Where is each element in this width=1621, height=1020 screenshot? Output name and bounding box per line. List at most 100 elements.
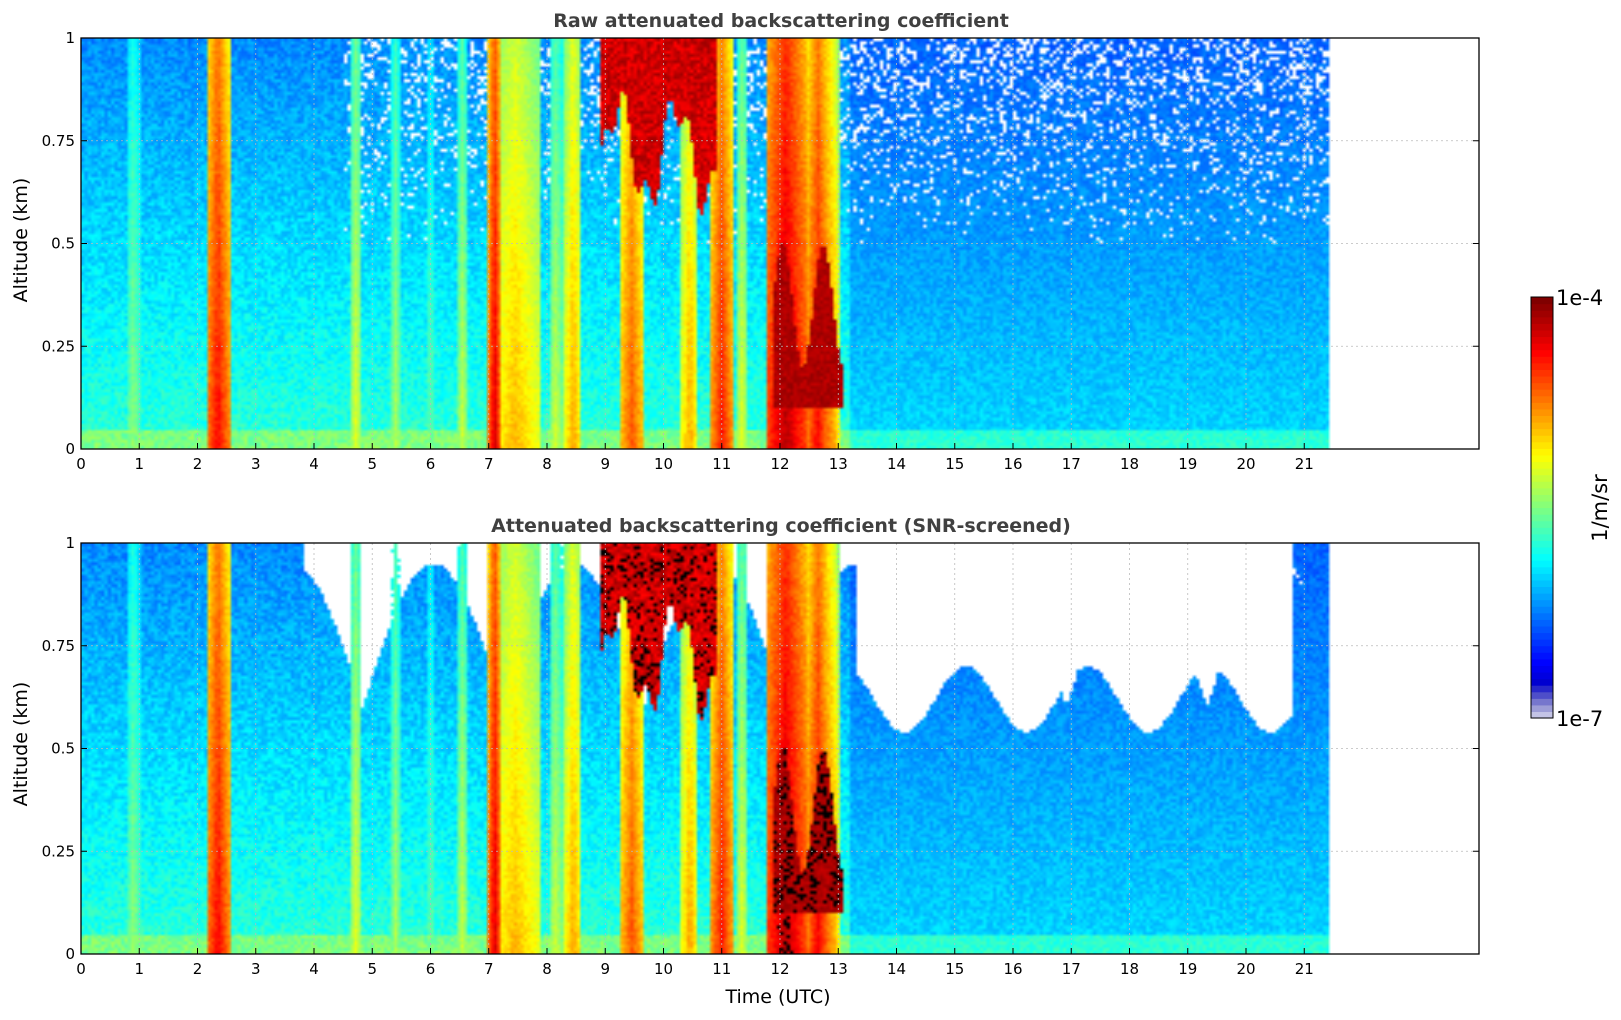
x-tick-label: 17 — [1062, 455, 1081, 473]
y-tick-label: 0.5 — [51, 235, 75, 253]
colorbar-step — [1531, 599, 1553, 607]
colorbar-step — [1531, 691, 1553, 699]
colorbar-step — [1531, 678, 1553, 686]
panel2-y-ticks: 0 0.25 0.5 0.75 1 — [42, 534, 1479, 963]
x-tick-label: 3 — [251, 455, 261, 473]
colorbar-step — [1531, 520, 1553, 528]
x-tick-label: 5 — [367, 960, 377, 978]
x-tick-label: 12 — [770, 960, 789, 978]
colorbar-step — [1531, 639, 1553, 647]
panel1-y-label: Altitude (km) — [10, 178, 32, 303]
colorbar-step — [1531, 507, 1553, 515]
x-tick-label: 20 — [1236, 960, 1255, 978]
y-tick-label: 0.25 — [42, 842, 75, 860]
x-tick-label: 0 — [76, 960, 86, 978]
y-tick-label: 1 — [65, 29, 75, 47]
x-tick-label: 9 — [600, 455, 610, 473]
colorbar-step — [1531, 625, 1553, 634]
colorbar-step — [1531, 494, 1553, 502]
colorbar-step — [1531, 645, 1553, 653]
screened-backscatter-panel: Attenuated backscattering coefficient (S… — [10, 515, 1480, 1008]
colorbar-step — [1531, 553, 1553, 561]
y-tick-label: 0.25 — [42, 337, 75, 355]
y-tick-label: 0 — [65, 440, 75, 458]
colorbar-step — [1531, 395, 1553, 403]
colorbar-step — [1531, 408, 1553, 417]
panel2-y-label: Altitude (km) — [10, 682, 32, 807]
colorbar-step — [1531, 704, 1553, 713]
x-tick-label: 12 — [770, 455, 789, 473]
x-tick-label: 8 — [542, 455, 552, 473]
x-tick-label: 7 — [484, 455, 494, 473]
x-tick-label: 14 — [887, 960, 906, 978]
colorbar-step — [1531, 560, 1553, 568]
x-tick-label: 16 — [1003, 960, 1022, 978]
colorbar-step — [1531, 349, 1553, 357]
colorbar-step — [1531, 586, 1553, 594]
x-tick-label: 3 — [251, 960, 261, 978]
colorbar-max-label: 1e-4 — [1556, 286, 1603, 310]
colorbar-step — [1531, 665, 1553, 673]
panel2-x-label: Time (UTC) — [724, 986, 830, 1008]
x-tick-label: 0 — [76, 455, 86, 473]
colorbar-step — [1531, 421, 1553, 430]
x-tick-label: 13 — [829, 960, 848, 978]
colorbar-step — [1531, 362, 1553, 370]
x-tick-label: 11 — [712, 960, 731, 978]
colorbar-unit-label: 1/m/sr — [1588, 474, 1612, 542]
panel2-x-ticks: 0 1 2 3 4 5 6 7 8 9 10 11 12 13 14 15 16 17 18 19 20 21 — [76, 948, 1314, 978]
colorbar-step — [1531, 573, 1553, 581]
x-tick-label: 16 — [1003, 455, 1022, 473]
y-tick-label: 0.75 — [42, 132, 75, 150]
panel2-title: Attenuated backscattering coefficient (S… — [491, 515, 1071, 537]
panel1-x-ticks: 0 1 2 3 4 5 6 7 8 9 10 11 12 13 14 15 16 17 18 19 20 21 — [76, 443, 1314, 473]
x-tick-label: 14 — [887, 455, 906, 473]
colorbar-step — [1531, 619, 1553, 627]
colorbar-step — [1531, 527, 1553, 535]
colorbar: 1e-4 1e-7 1/m/sr — [1530, 286, 1612, 731]
colorbar-step — [1531, 389, 1553, 397]
colorbar-step — [1531, 343, 1553, 351]
colorbar-step — [1531, 402, 1553, 410]
x-tick-label: 4 — [309, 455, 319, 473]
x-tick-label: 17 — [1062, 960, 1081, 978]
x-tick-label: 2 — [193, 960, 203, 978]
colorbar-step — [1531, 369, 1553, 377]
colorbar-step — [1531, 612, 1553, 620]
x-tick-label: 5 — [367, 455, 377, 473]
colorbar-step — [1531, 671, 1553, 680]
x-tick-label: 19 — [1178, 455, 1197, 473]
colorbar-step — [1531, 593, 1553, 601]
x-tick-label: 9 — [600, 960, 610, 978]
x-tick-label: 21 — [1295, 960, 1314, 978]
colorbar-step — [1531, 579, 1553, 588]
x-tick-label: 13 — [829, 455, 848, 473]
y-tick-label: 1 — [65, 534, 75, 552]
x-tick-label: 1 — [134, 455, 144, 473]
x-tick-label: 6 — [426, 455, 436, 473]
colorbar-step — [1531, 546, 1553, 555]
colorbar-step — [1531, 652, 1553, 660]
x-tick-label: 10 — [654, 455, 673, 473]
colorbar-step — [1531, 356, 1553, 364]
colorbar-step — [1531, 316, 1553, 324]
x-tick-label: 4 — [309, 960, 319, 978]
x-tick-label: 15 — [945, 455, 964, 473]
colorbar-step — [1531, 303, 1553, 311]
y-tick-label: 0.75 — [42, 637, 75, 655]
colorbar-step — [1531, 415, 1553, 423]
colorbar-step — [1531, 382, 1553, 390]
colorbar-step — [1531, 606, 1553, 614]
x-tick-label: 2 — [193, 455, 203, 473]
colorbar-step — [1531, 566, 1553, 574]
colorbar-step — [1531, 468, 1553, 476]
x-tick-label: 15 — [945, 960, 964, 978]
x-tick-label: 20 — [1236, 455, 1255, 473]
x-tick-label: 18 — [1120, 960, 1139, 978]
x-tick-label: 18 — [1120, 455, 1139, 473]
colorbar-step — [1531, 435, 1553, 443]
colorbar-frame — [1530, 296, 1554, 719]
colorbar-step — [1531, 711, 1553, 719]
colorbar-step — [1531, 428, 1553, 436]
